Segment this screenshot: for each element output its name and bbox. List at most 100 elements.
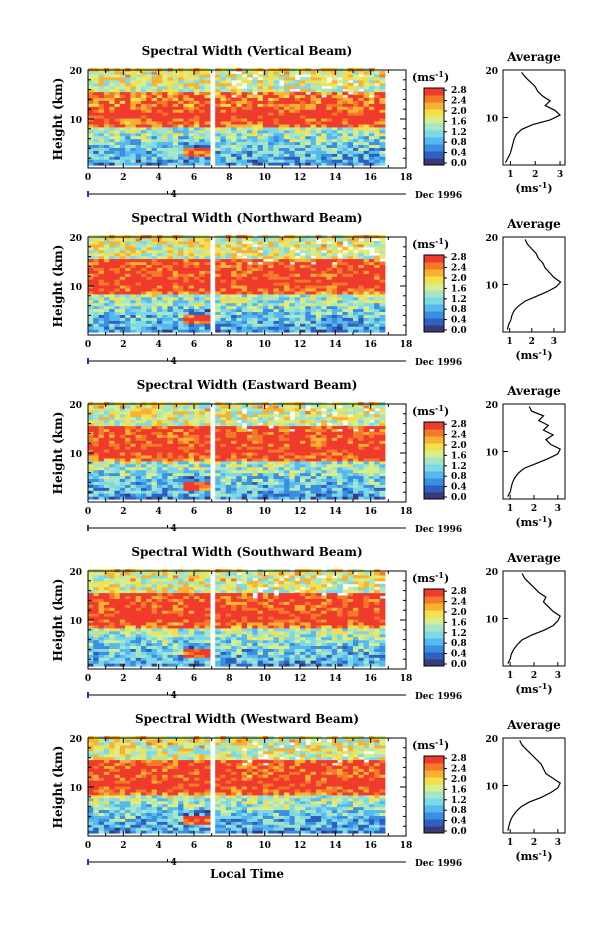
heatmap-cell [353,273,359,277]
heatmap-cell [188,490,195,494]
heatmap-cell [284,308,290,312]
heatmap-cell [141,79,147,84]
heatmap-cell [236,270,243,274]
heatmap-cell [220,326,227,330]
heatmap-cell [268,112,275,116]
heatmap-cell [93,103,100,107]
heatmap-cell [257,156,264,160]
heatmap-cell [315,135,322,140]
heatmap-cell [125,475,131,479]
heatmap-cell [130,261,137,265]
heatmap-cell [284,279,290,283]
heatmap-cell [93,115,100,119]
heatmap-cell [220,452,227,456]
heatmap-cell [363,326,370,330]
heatmap-cell [347,329,354,333]
heatmap-cell [241,132,248,137]
heatmap-cell [289,305,296,310]
heatmap-cell [125,270,131,274]
heatmap-cell [368,97,375,101]
heatmap-cell [241,428,248,432]
heatmap-cell [262,103,269,107]
heatmap-cell [374,144,381,148]
heatmap-cell [151,285,158,289]
heatmap-cell [162,82,169,87]
heatmap-cell [278,255,285,260]
heatmap-cell [130,150,137,154]
heatmap-cell [178,405,184,409]
heatmap-cell [241,126,248,131]
heatmap-cell [284,419,290,424]
heatmap-cell [199,314,206,318]
heatmap-cell [98,103,105,107]
heatmap-cell [273,314,280,318]
heatmap-cell [220,115,227,119]
heatmap-cell [162,299,169,304]
heatmap-cell [363,273,370,277]
heatmap-cell [262,276,269,280]
heatmap-cell [98,258,105,263]
heatmap-cell [88,118,94,122]
heatmap-cell [162,326,169,330]
heatmap-cell [130,100,137,104]
x-tick-label: 12 [294,173,307,183]
heatmap-cell [130,249,137,254]
heatmap-cell [119,273,126,277]
heatmap-cell [199,109,206,113]
heatmap-cell [162,255,169,260]
heatmap-cell [162,261,169,265]
heatmap-cell [321,109,328,113]
colorbar-unit: (ms-1) [412,69,449,84]
heatmap-cell [162,141,169,145]
heatmap-cell [310,109,317,113]
heatmap-cell [125,308,131,312]
x-tick-label: 0 [85,340,91,350]
heatmap-cell [215,82,222,87]
heatmap-cell [162,472,169,477]
heatmap-cell [215,422,222,427]
heatmap-cell [135,141,142,145]
heatmap-cell [342,252,349,257]
heatmap-cell [231,115,237,119]
heatmap-cell [183,276,190,280]
heatmap-cell [146,238,153,242]
heatmap-cell [342,135,349,140]
heatmap-cell [98,243,105,248]
heatmap-cell [130,147,137,151]
heatmap-cell [109,276,116,280]
heatmap-cell [188,472,195,477]
heatmap-cell [379,121,386,125]
heatmap-cell [278,258,285,263]
heatmap-cell [347,135,354,140]
heatmap-cell [109,466,116,471]
heatmap-cell [278,261,285,265]
heatmap-cell [188,238,195,242]
heatmap-cell [326,71,333,75]
heatmap-cell [109,449,116,453]
heatmap-cell [363,288,370,292]
heatmap-cell [225,288,232,292]
heatmap-cell [268,73,275,78]
heatmap-cell [109,94,116,98]
heatmap-cell [300,144,306,148]
heatmap-cell [119,82,126,87]
heatmap-cell [241,91,248,96]
heatmap-cell [88,73,94,78]
heatmap-cell [151,153,158,157]
heatmap-cell [310,144,317,148]
heatmap-cell [374,109,381,113]
heatmap-cell [162,138,169,143]
heatmap-cell [321,132,328,137]
heatmap-cell [125,469,131,474]
heatmap-cell [204,126,211,131]
heatmap-cell [257,88,264,93]
heatmap-cell [321,150,328,154]
heatmap-cell [130,326,137,330]
heatmap-cell [93,299,100,304]
heatmap-cell [294,141,301,145]
heatmap-cell [368,255,375,260]
heatmap-cell [337,112,343,116]
heatmap-cell [273,288,280,292]
y-tick-label: 20 [69,234,82,244]
heatmap-cell [247,449,253,453]
